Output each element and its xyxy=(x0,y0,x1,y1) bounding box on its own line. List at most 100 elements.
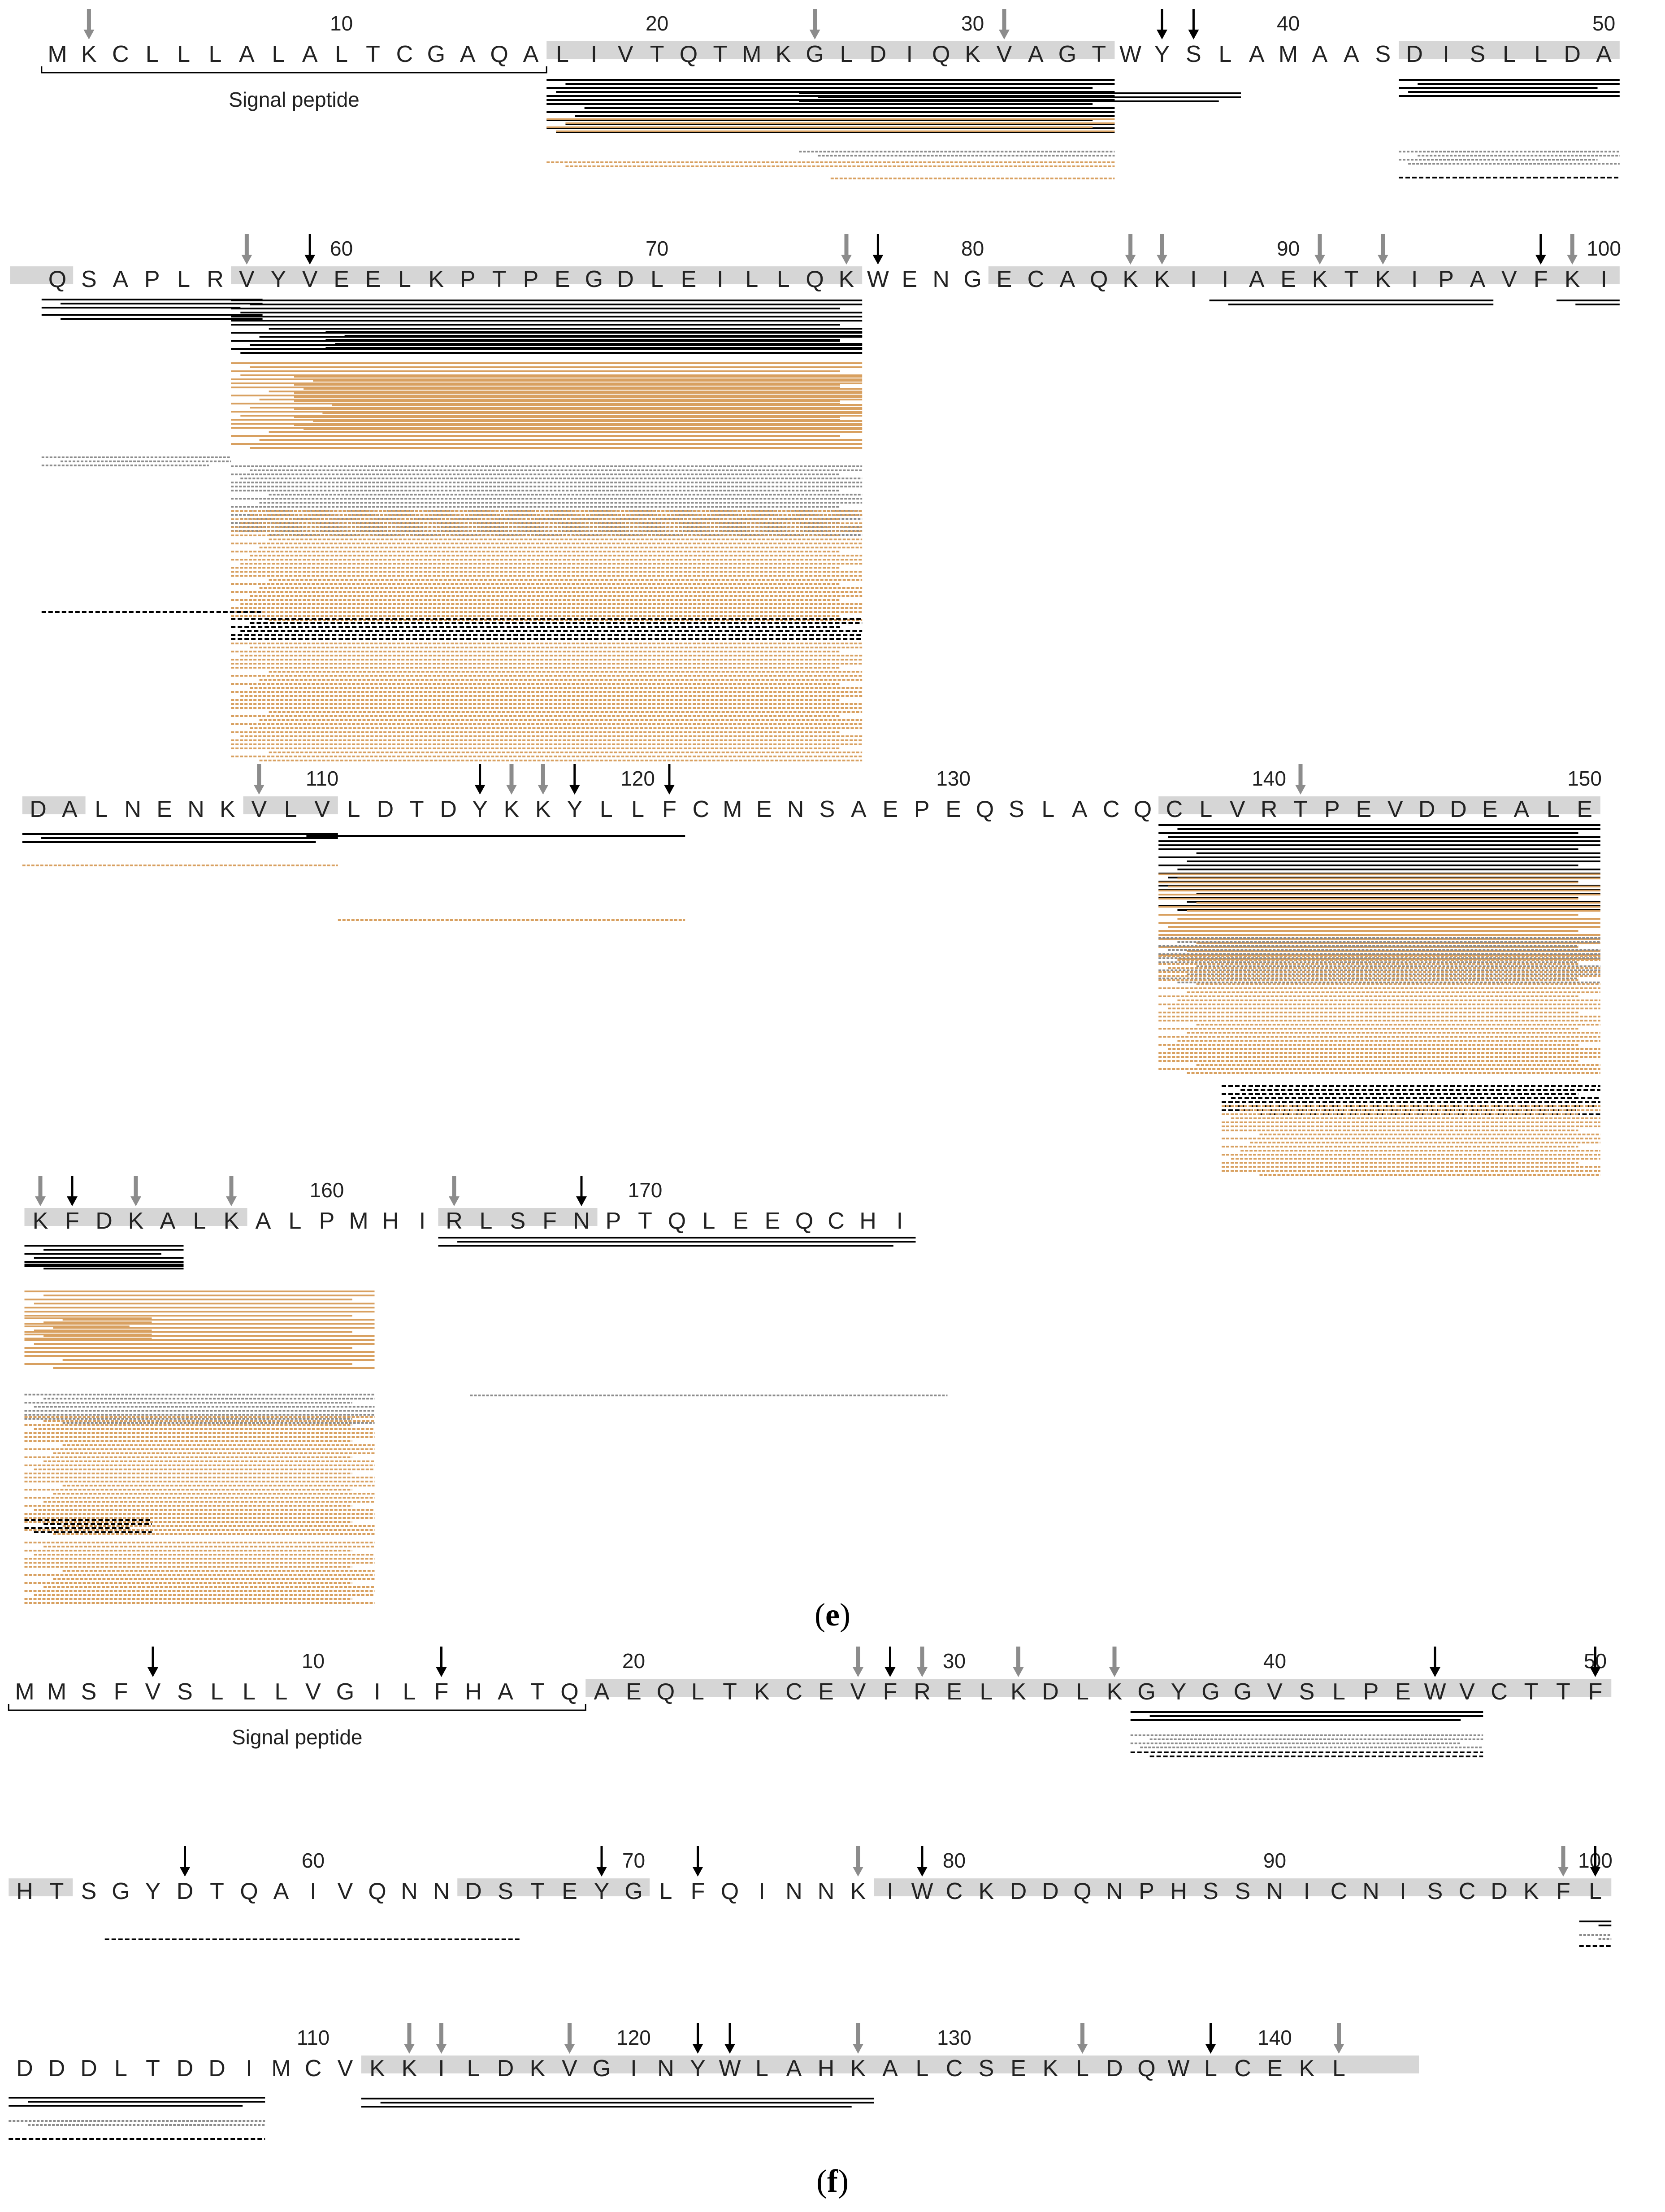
position-number: 30 xyxy=(961,12,984,35)
position-number: 90 xyxy=(1277,237,1300,260)
residue-letter: D xyxy=(617,266,634,292)
residue-letter: L xyxy=(1547,796,1560,822)
residue-letter: L xyxy=(1503,41,1516,67)
cleavage-arrow-black xyxy=(872,234,884,265)
residue-letter: Q xyxy=(1073,1878,1091,1904)
residue-letter: L xyxy=(1204,2056,1217,2082)
residue-letter: I xyxy=(419,1208,425,1234)
residue-letter: V xyxy=(305,1679,321,1705)
residue-letter: K xyxy=(220,796,235,822)
residue-letter: E xyxy=(818,1679,834,1705)
residue-letter: R xyxy=(446,1208,463,1234)
residue-letter: F xyxy=(662,796,676,822)
residue-letter: I xyxy=(310,1878,316,1904)
residue-letter: K xyxy=(535,796,551,822)
residue-letter: C xyxy=(828,1208,845,1234)
residue-letter: E xyxy=(1267,2056,1283,2082)
residue-letter: K xyxy=(33,1208,48,1234)
cleavage-arrow-black xyxy=(692,2023,703,2054)
residue-letter: V xyxy=(145,1679,161,1705)
coverage-shade xyxy=(9,1878,73,1896)
peptide-bar-group xyxy=(1399,151,1620,165)
residue-letter: H xyxy=(16,1878,33,1904)
residue-letter: W xyxy=(1167,2056,1189,2082)
residue-letter: L xyxy=(114,2056,127,2082)
residue-letter: A xyxy=(460,41,476,67)
residue-letter: M xyxy=(723,796,742,822)
residue-letter: I xyxy=(1222,266,1228,292)
residue-letter: K xyxy=(224,1208,239,1234)
residue-letter: I xyxy=(717,266,723,292)
residue-letter: E xyxy=(946,1679,962,1705)
residue-letter: F xyxy=(691,1878,705,1904)
residue-letter: P xyxy=(606,1208,621,1234)
residue-letter: S xyxy=(81,266,97,292)
residue-letter: A xyxy=(786,2056,802,2082)
residue-letter: T xyxy=(650,41,664,67)
peptide-bar-group xyxy=(1158,955,1600,1074)
residue-letter: A xyxy=(1470,266,1486,292)
peptide-bar-group xyxy=(231,362,863,449)
residue-letter: V xyxy=(1459,1679,1475,1705)
peptide-bar-group xyxy=(799,92,1241,102)
residue-letter: A xyxy=(882,2056,898,2082)
residue-letter: L xyxy=(1076,1679,1089,1705)
residue-letter: E xyxy=(1010,2056,1026,2082)
residue-letter: S xyxy=(510,1208,526,1234)
peptide-bar-group xyxy=(1130,1711,1483,1721)
coverage-shade xyxy=(546,41,1115,59)
residue-letter: D xyxy=(497,2056,514,2082)
residue-letter: G xyxy=(624,1878,642,1904)
residue-letter: K xyxy=(530,2056,546,2082)
residue-letter: T xyxy=(50,1878,64,1904)
residue-letter: Q xyxy=(240,1878,258,1904)
residue-letter: G xyxy=(427,41,445,67)
cleavage-arrow-black xyxy=(576,1176,587,1206)
residue-letter: F xyxy=(542,1208,557,1234)
cleavage-arrow-gray xyxy=(538,764,549,795)
residue-letter: K xyxy=(128,1208,144,1234)
residue-letter: L xyxy=(1332,2056,1345,2082)
cleavage-arrow-black xyxy=(1188,9,1199,39)
residue-letter: L xyxy=(659,1878,672,1904)
residue-letter: N xyxy=(1106,1878,1123,1904)
residue-letter: K xyxy=(1375,266,1391,292)
residue-letter: L xyxy=(556,41,569,67)
residue-letter: K xyxy=(1565,266,1580,292)
coverage-shade xyxy=(243,796,338,814)
residue-letter: L xyxy=(1199,796,1212,822)
residue-letter: K xyxy=(402,2056,417,2082)
residue-letter: F xyxy=(434,1679,449,1705)
residue-letter: A xyxy=(160,1208,176,1234)
position-number: 80 xyxy=(961,237,984,260)
residue-letter: Q xyxy=(680,41,698,67)
residue-letter: E xyxy=(997,266,1012,292)
residue-letter: E xyxy=(882,796,898,822)
residue-letter: D xyxy=(1450,796,1467,822)
residue-letter: Y xyxy=(472,796,488,822)
residue-letter: V xyxy=(338,1878,353,1904)
residue-letter: G xyxy=(336,1679,354,1705)
residue-letter: C xyxy=(396,41,413,67)
peptide-bar-group xyxy=(546,118,1115,132)
residue-letter: L xyxy=(600,796,613,822)
residue-letter: T xyxy=(1092,41,1106,67)
residue-letter: I xyxy=(1400,1878,1406,1904)
cleavage-arrow-gray xyxy=(226,1176,237,1206)
residue-letter: I xyxy=(374,1679,380,1705)
residue-letter: T xyxy=(146,2056,160,2082)
residue-letter: S xyxy=(81,1878,97,1904)
residue-letter: N xyxy=(1362,1878,1379,1904)
coverage-shade xyxy=(457,1878,650,1896)
position-number: 30 xyxy=(943,1649,966,1673)
residue-letter: D xyxy=(1564,41,1581,67)
residue-letter: N xyxy=(124,796,141,822)
peptide-bar-group xyxy=(24,1416,375,1535)
peptide-bar-group xyxy=(1579,1921,1612,1926)
residue-letter: L xyxy=(1041,796,1054,822)
position-number: 160 xyxy=(310,1178,344,1202)
residue-letter: P xyxy=(1324,796,1340,822)
cleavage-arrow-black xyxy=(436,1647,447,1677)
residue-letter: S xyxy=(1186,41,1201,67)
